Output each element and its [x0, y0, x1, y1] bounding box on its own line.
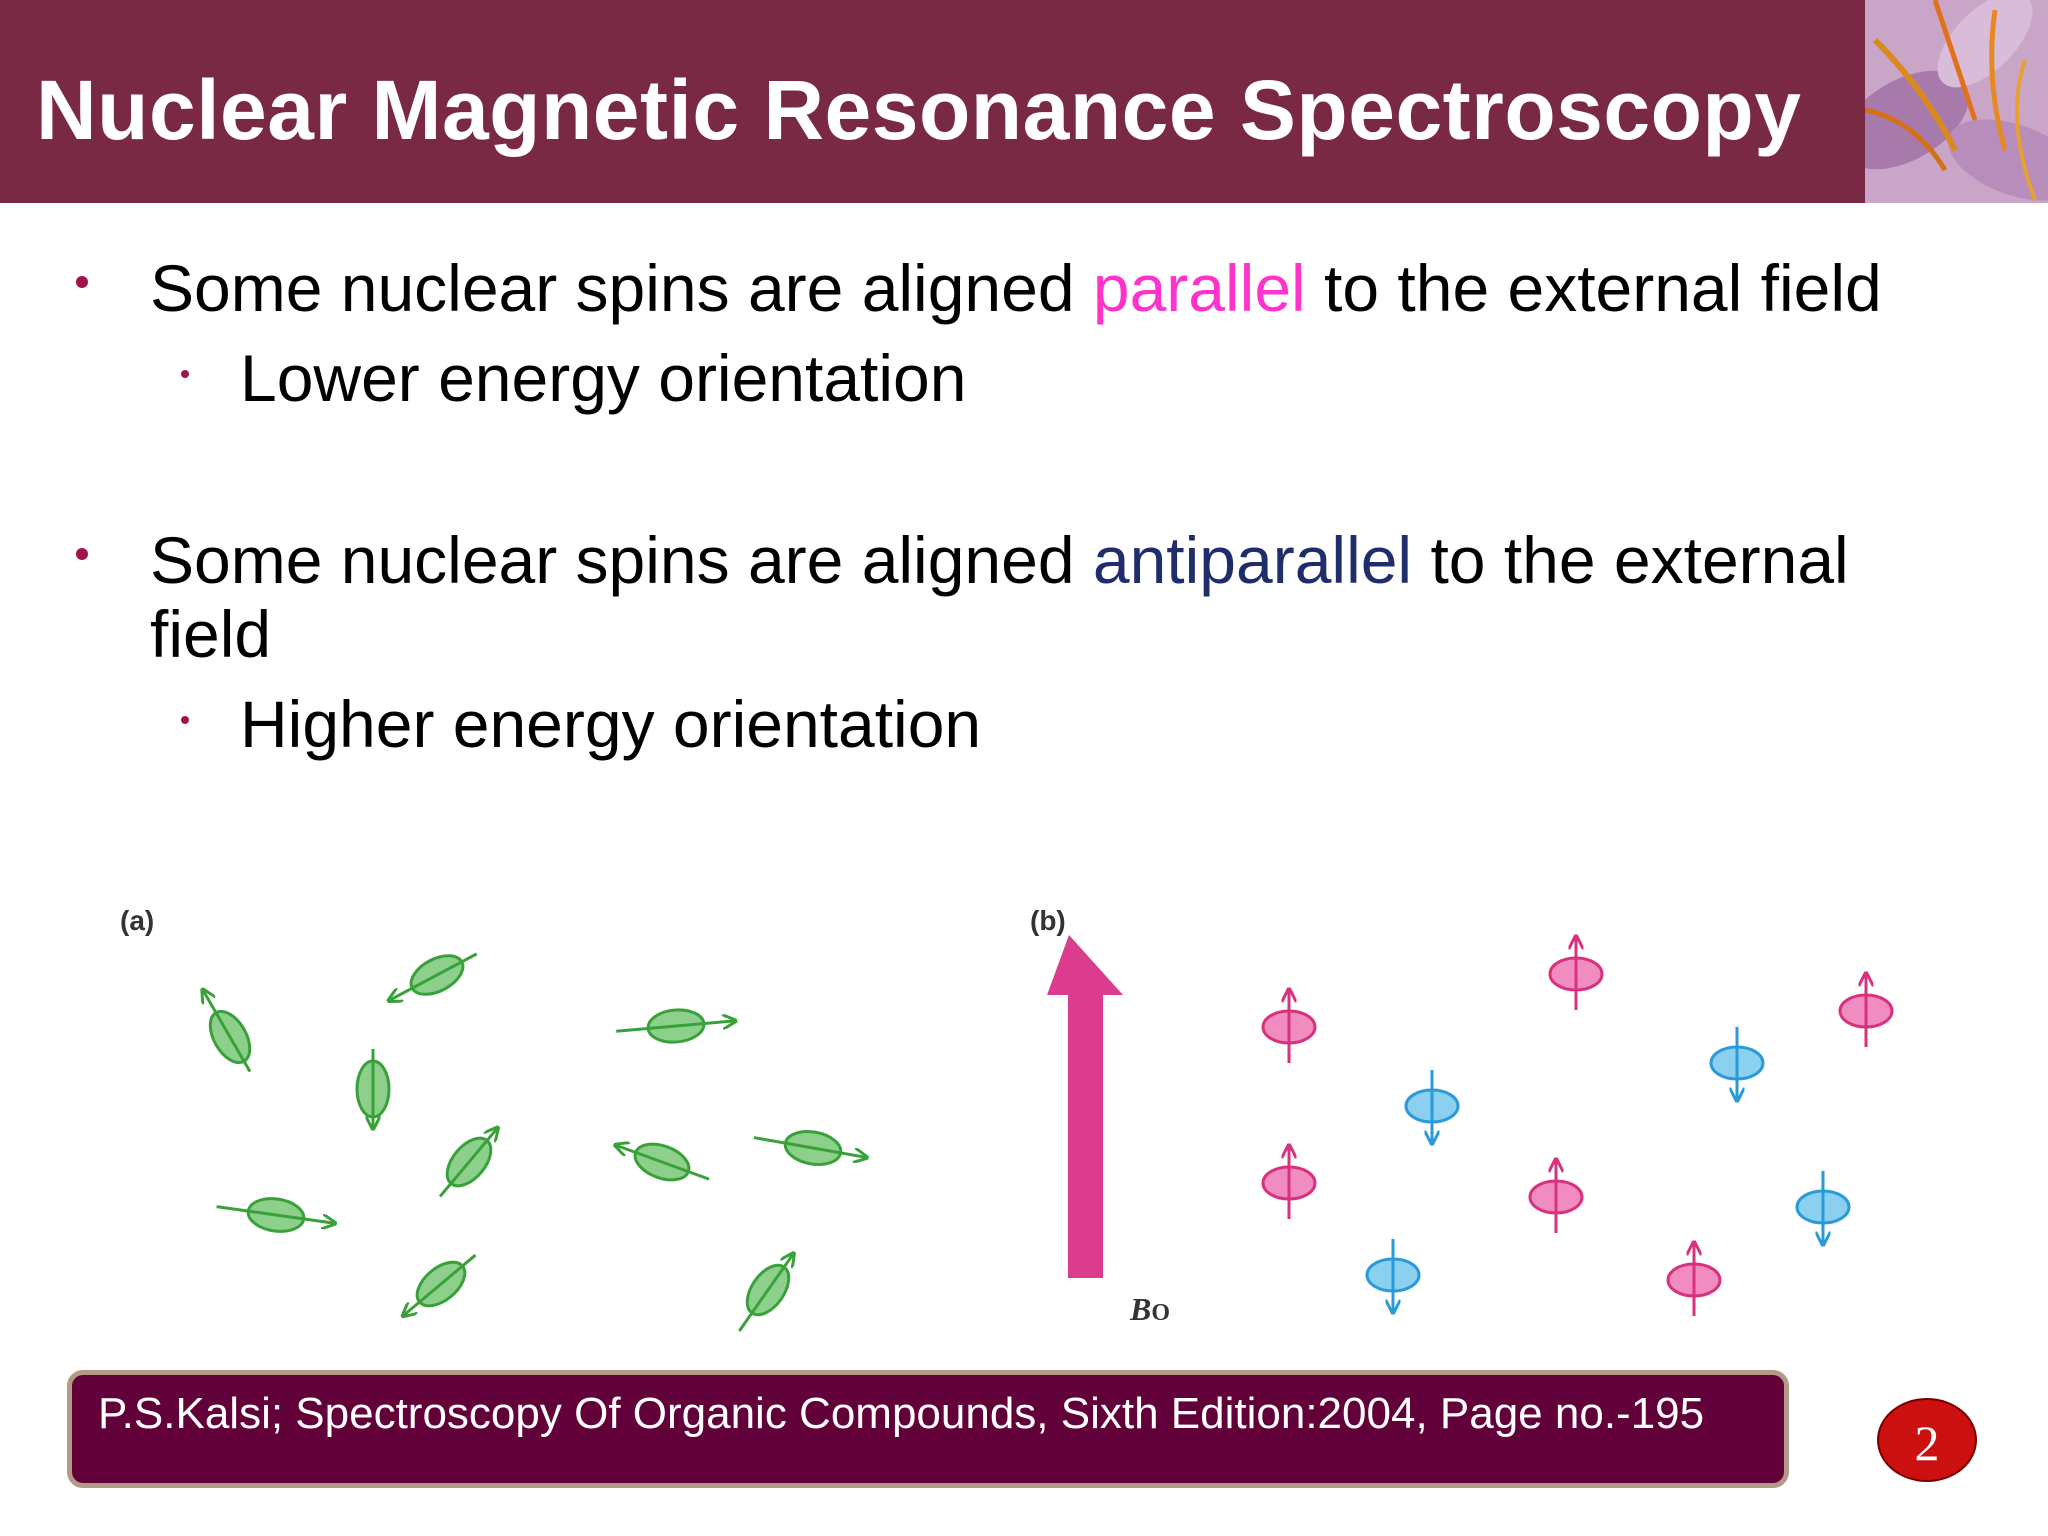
bullet-1-post: to the external field: [1305, 251, 1882, 325]
sub-bullet-marker-1: [181, 370, 189, 378]
bullet-1-pre: Some nuclear spins are aligned: [150, 251, 1093, 325]
parallel-spin: [1666, 1242, 1722, 1316]
sub-bullet-marker-2: [181, 716, 189, 724]
parallel-spin: [1261, 1145, 1317, 1219]
random-spin: [616, 1008, 737, 1044]
sub-bullet-1: Lower energy orientation: [240, 341, 967, 415]
random-spin: [610, 1130, 710, 1182]
page-number-badge: 2: [1877, 1398, 1977, 1482]
random-spin: [438, 1117, 510, 1198]
reference-box: P.S.Kalsi; Spectroscopy Of Organic Compo…: [67, 1370, 1789, 1488]
random-spin: [355, 1049, 391, 1129]
aligned-spins: [1261, 936, 1894, 1316]
antiparallel-spin: [1709, 1027, 1765, 1101]
parallel-highlight: parallel: [1092, 251, 1306, 325]
slide-title: Nuclear Magnetic Resonance Spectroscopy: [36, 63, 1802, 157]
bullet-marker-1: [76, 276, 88, 288]
bullet-2-post: to the external: [1412, 523, 1849, 597]
parallel-spin: [1528, 1159, 1584, 1233]
reference-text: P.S.Kalsi; Spectroscopy Of Organic Compo…: [98, 1389, 1705, 1438]
field-label-main: B: [1129, 1291, 1151, 1327]
antiparallel-spin: [1365, 1239, 1421, 1313]
bullet-2-continuation: field: [150, 597, 272, 671]
sub-bullet-2: Higher energy orientation: [240, 687, 982, 761]
antiparallel-highlight: antiparallel: [1092, 523, 1413, 597]
random-spin: [216, 1197, 337, 1233]
random-spins: [189, 952, 870, 1332]
field-label: BO: [1129, 1291, 1170, 1327]
bullet-1: Some nuclear spins are aligned parallel …: [150, 250, 1882, 326]
field-arrow: [1047, 935, 1123, 1278]
bullet-marker-2: [76, 548, 88, 560]
antiparallel-spin: [1404, 1070, 1460, 1144]
bullet-2: Some nuclear spins are aligned antiparal…: [150, 522, 1849, 598]
page-number: 2: [1914, 1415, 1940, 1471]
bullet-2-pre: Some nuclear spins are aligned: [150, 523, 1093, 597]
title-bar: [0, 0, 1865, 203]
antiparallel-spin: [1795, 1171, 1851, 1245]
random-spin: [381, 952, 478, 1015]
panel-a-label: (a): [120, 905, 154, 936]
random-spin: [189, 981, 252, 1073]
parallel-spin: [1548, 936, 1604, 1010]
parallel-spin: [1838, 973, 1894, 1047]
random-spin: [392, 1253, 477, 1329]
field-label-sub: O: [1151, 1300, 1170, 1326]
panel-b-label: (b): [1030, 905, 1066, 936]
parallel-spin: [1261, 989, 1317, 1063]
spin-alignment-figure: (a) (b): [120, 905, 1894, 1332]
random-spin: [738, 1244, 807, 1332]
saffron-flower-image: [1865, 0, 2048, 203]
random-spin: [753, 1130, 870, 1166]
